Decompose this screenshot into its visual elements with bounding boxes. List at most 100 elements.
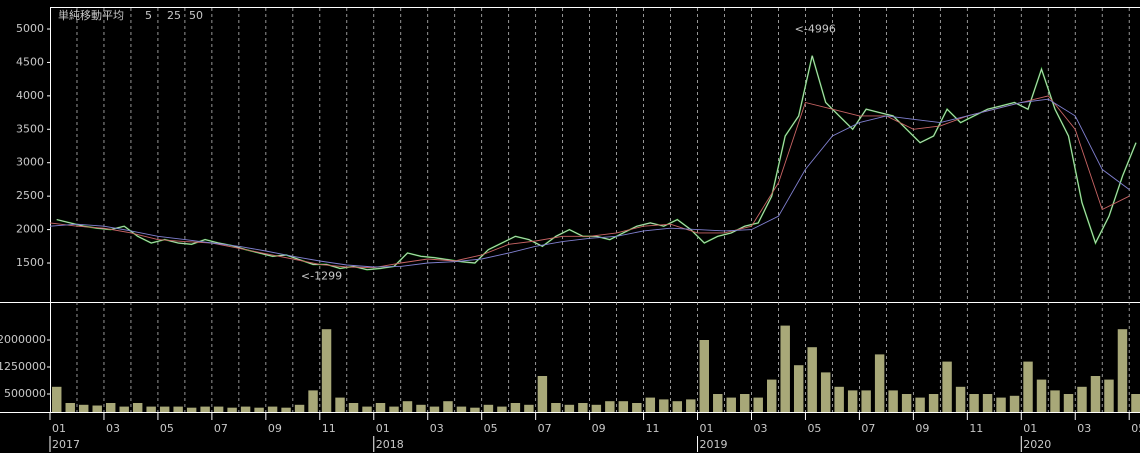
volume-bar xyxy=(483,404,494,412)
y-tick-label: 1500 xyxy=(16,256,44,269)
x-tick-label: 03 xyxy=(1077,422,1091,435)
volume-bar xyxy=(159,406,170,412)
volume-bar xyxy=(119,406,129,412)
volume-bar xyxy=(1131,394,1140,412)
volume-bar xyxy=(686,399,696,412)
volume-bar xyxy=(726,397,736,412)
x-tick-label: 09 xyxy=(268,422,282,435)
volume-bar xyxy=(915,397,925,412)
volume-bar xyxy=(551,403,561,412)
x-tick-label: 11 xyxy=(969,422,983,435)
volume-bar xyxy=(497,406,507,412)
year-label: 2018 xyxy=(376,438,404,451)
x-tick-label: 07 xyxy=(861,422,875,435)
volume-bar xyxy=(1009,395,1020,412)
legend-label: 5 xyxy=(145,9,152,22)
volume-bar xyxy=(321,329,332,412)
x-tick-label: 01 xyxy=(52,422,66,435)
year-label: 2020 xyxy=(1023,438,1051,451)
volume-bar xyxy=(254,407,264,412)
moving-average xyxy=(49,95,1130,269)
volume-bar xyxy=(1023,361,1033,412)
volume-bar xyxy=(605,401,615,412)
volume-bar xyxy=(1104,379,1114,412)
volume-bar xyxy=(227,407,237,412)
x-tick-label: 05 xyxy=(484,422,498,435)
volume-bar xyxy=(982,394,993,412)
volume-bar xyxy=(942,361,952,412)
volume-bar xyxy=(186,407,197,412)
y-tick-label: 4500 xyxy=(16,55,44,68)
volume-bar xyxy=(820,372,831,412)
y-tick-label: 500000 xyxy=(4,387,46,400)
x-tick-label: 11 xyxy=(322,422,336,435)
y-tick-label: 3500 xyxy=(16,122,44,135)
volume-bar xyxy=(766,379,777,412)
volume-bar xyxy=(847,390,858,412)
volume-bar xyxy=(173,406,183,412)
y-tick-label: 1250000 xyxy=(0,360,46,373)
volume-bar xyxy=(294,404,305,412)
volume-bar xyxy=(753,397,763,412)
volume-bar xyxy=(240,406,251,412)
x-tick-label: 03 xyxy=(753,422,767,435)
volume-bar xyxy=(807,347,817,412)
volume-bar xyxy=(874,354,885,412)
volume-bar xyxy=(793,365,804,412)
volume-bar xyxy=(65,403,75,412)
volume-bar xyxy=(389,406,399,412)
legend-label: 50 xyxy=(189,9,203,22)
x-tick-label: 01 xyxy=(376,422,390,435)
year-label: 2017 xyxy=(52,438,80,451)
volume-bar xyxy=(632,403,642,412)
y-tick-label: 2500 xyxy=(16,189,44,202)
moving-average xyxy=(49,98,1130,268)
volume-bar xyxy=(901,394,912,412)
volume-bar xyxy=(564,404,575,412)
volume-bar xyxy=(659,399,669,412)
volume-bar xyxy=(52,386,62,412)
volume-bar xyxy=(1036,379,1047,412)
volume-bar xyxy=(335,397,345,412)
x-tick-label: 01 xyxy=(700,422,714,435)
volume-bar xyxy=(928,394,939,412)
volume-bar xyxy=(200,406,210,412)
legend-label: 25 xyxy=(167,9,181,22)
volume-bar xyxy=(348,403,359,412)
moving-average xyxy=(56,55,1137,271)
volume-bar xyxy=(699,340,709,412)
volume-bar xyxy=(1063,394,1074,412)
volume-bar xyxy=(861,390,871,412)
volume-bar xyxy=(362,406,372,412)
volume-bar xyxy=(1077,386,1087,412)
x-tick-label: 05 xyxy=(160,422,174,435)
x-tick-label: 07 xyxy=(214,422,228,435)
annotation: <-4996 xyxy=(795,22,836,35)
volume-bar xyxy=(308,390,318,412)
volume-bar xyxy=(132,403,143,412)
x-tick-label: 03 xyxy=(106,422,120,435)
x-tick-label: 07 xyxy=(538,422,552,435)
volume-bar xyxy=(267,406,278,412)
volume-bar xyxy=(645,397,656,412)
x-tick-label: 05 xyxy=(807,422,821,435)
volume-bar xyxy=(281,407,291,412)
volume-bar xyxy=(537,376,548,412)
x-tick-label: 09 xyxy=(915,422,929,435)
volume-bar xyxy=(213,406,224,412)
volume-bar xyxy=(510,403,521,412)
volume-bar xyxy=(470,407,480,412)
volume-bar xyxy=(955,386,966,412)
volume-bar xyxy=(416,404,426,412)
volume-bar xyxy=(146,406,156,412)
volume-bar xyxy=(780,325,790,412)
y-tick-label: 3000 xyxy=(16,156,44,169)
x-tick-label: 11 xyxy=(646,422,660,435)
volume-bar xyxy=(524,404,534,412)
volume-bar xyxy=(969,394,979,412)
volume-bar xyxy=(1117,329,1128,412)
volume-bar xyxy=(456,406,467,412)
